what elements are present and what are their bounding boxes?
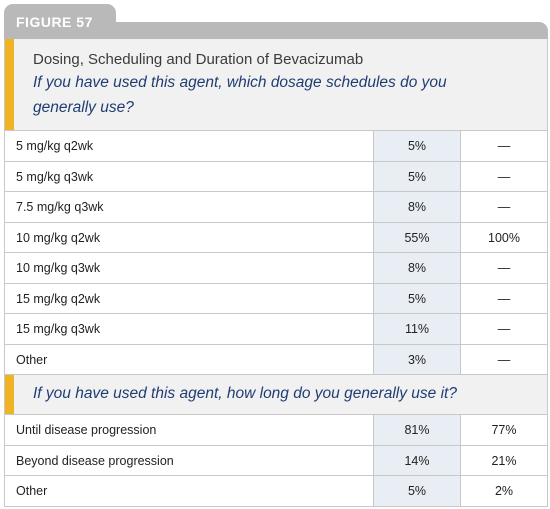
table-row: Beyond disease progression 14% 21% xyxy=(5,445,547,476)
figure-tab-bar xyxy=(4,22,548,39)
table-row: 15 mg/kg q3wk 11% — xyxy=(5,314,547,345)
table-row: 5 mg/kg q3wk 5% — xyxy=(5,161,547,192)
value-cell-col1: 8% xyxy=(373,253,461,283)
table-row: 5 mg/kg q2wk 5% — xyxy=(5,131,547,162)
table-row: Other 3% — xyxy=(5,344,547,375)
row-label: Other xyxy=(16,484,48,498)
row-label: 10 mg/kg q2wk xyxy=(16,230,101,245)
row-label: 5 mg/kg q3wk xyxy=(16,169,94,184)
dosage-question-line-2: generally use? xyxy=(33,99,134,116)
table-row: 10 mg/kg q3wk 8% — xyxy=(5,253,547,284)
dosage-rows: 5 mg/kg q2wk 5% —5 mg/kg q3wk 5% —7.5 mg/kg … xyxy=(5,131,547,375)
value-cell-col1: 11% xyxy=(373,314,461,344)
accent-bar xyxy=(5,39,14,130)
table-row: Other 5% 2% xyxy=(5,476,547,507)
figure-label: FIGURE 57 xyxy=(4,4,116,38)
row-label: Beyond disease progression xyxy=(16,453,174,468)
value-cell-col2: — xyxy=(497,200,511,214)
duration-rows: Until disease progression 81% 77% Beyond di… xyxy=(5,415,547,507)
value-cell-col2: 77% xyxy=(491,423,517,437)
row-label: 15 mg/kg q2wk xyxy=(16,291,101,306)
row-label: 5 mg/kg q2wk xyxy=(16,139,94,153)
row-label: Other xyxy=(16,352,48,367)
value-cell-col2: — xyxy=(497,169,511,184)
row-label: 7.5 mg/kg q3wk xyxy=(16,200,104,214)
value-cell-col1: 81% xyxy=(373,415,461,445)
value-cell-col2: 100% xyxy=(488,230,520,245)
row-label: 15 mg/kg q3wk xyxy=(16,322,101,336)
value-cell-col1: 5% xyxy=(373,131,461,161)
value-cell-col2: — xyxy=(497,291,511,306)
table-title: Dosing, Scheduling and Duration of Bevac… xyxy=(33,51,364,68)
row-label: Until disease progression xyxy=(16,423,157,437)
table-header: Dosing, Scheduling and Duration of Bevac… xyxy=(5,39,547,131)
duration-question: If you have used this agent, how long do… xyxy=(33,385,457,402)
table-row: 10 mg/kg q2wk 55% 100% xyxy=(5,222,547,253)
row-label: 10 mg/kg q3wk xyxy=(16,261,101,275)
value-cell-col2: — xyxy=(497,352,511,367)
value-cell-col1: 5% xyxy=(373,283,461,313)
value-cell-col1: 14% xyxy=(373,445,461,475)
table-row: 15 mg/kg q2wk 5% — xyxy=(5,283,547,314)
value-cell-col1: 55% xyxy=(373,222,461,252)
dosage-question-line-1: If you have used this agent, which dosag… xyxy=(33,74,447,91)
value-cell-col1: 8% xyxy=(373,192,461,222)
value-cell-col2: 2% xyxy=(494,484,514,498)
value-cell-col2: — xyxy=(497,139,511,153)
value-cell-col1: 5% xyxy=(373,161,461,191)
value-cell-col2: — xyxy=(497,261,511,275)
value-cell-col2: — xyxy=(497,322,511,336)
table-row: 7.5 mg/kg q3wk 8% — xyxy=(5,192,547,223)
figure-table: Dosing, Scheduling and Duration of Bevac… xyxy=(4,39,548,507)
table-row: Until disease progression 81% 77% xyxy=(5,415,547,446)
value-cell-col1: 3% xyxy=(373,344,461,374)
accent-bar xyxy=(5,375,14,414)
value-cell-col2: 21% xyxy=(491,453,517,468)
value-cell-col1: 5% xyxy=(373,476,461,506)
duration-subheader: If you have used this agent, how long do… xyxy=(5,375,547,415)
